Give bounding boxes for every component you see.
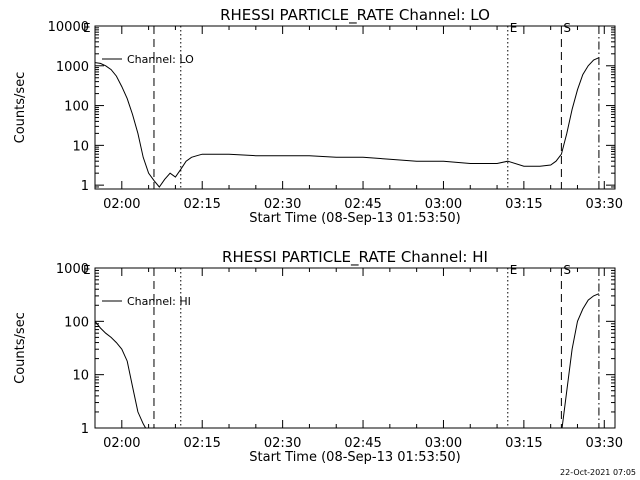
footer-timestamp: 22-Oct-2021 07:05: [560, 468, 636, 477]
plot-frame: [94, 267, 616, 429]
series-line: [95, 320, 147, 428]
x-tick-label: 02:45: [344, 436, 381, 451]
corner-marker-label: E: [83, 21, 91, 35]
plot-frame: [94, 25, 616, 190]
x-tick-label: 02:45: [344, 197, 381, 212]
x-tick-label: 03:30: [586, 197, 623, 212]
x-tick-label: 02:30: [264, 197, 301, 212]
y-tick-label: 1: [81, 179, 89, 194]
y-axis-label: Counts/sec: [13, 72, 28, 144]
legend-entry: Channel: LO: [127, 53, 194, 66]
y-tick-label: 10: [72, 369, 89, 384]
x-tick-label: 02:00: [103, 436, 140, 451]
y-axis-label: Counts/sec: [13, 312, 28, 384]
time-marker-label: E: [510, 263, 518, 277]
time-marker-label: S: [563, 21, 571, 35]
time-marker-label: S: [563, 263, 571, 277]
legend-entry: Channel: HI: [127, 295, 191, 308]
time-marker-label: E: [510, 21, 518, 35]
y-tick-label: 100: [64, 100, 89, 115]
x-tick-label: 03:00: [425, 436, 462, 451]
y-tick-label: 1: [81, 422, 89, 437]
series-line: [561, 293, 600, 428]
x-tick-label: 03:30: [586, 436, 623, 451]
y-tick-label: 10: [72, 139, 89, 154]
x-axis-label: Start Time (08-Sep-13 01:53:50): [249, 450, 460, 465]
y-tick-label: 1000: [56, 262, 89, 277]
x-tick-label: 02:00: [103, 197, 140, 212]
chart-title: RHESSI PARTICLE_RATE Channel: LO: [220, 6, 490, 25]
x-tick-label: 02:15: [183, 436, 220, 451]
x-axis-label: Start Time (08-Sep-13 01:53:50): [249, 211, 460, 226]
panel-hi-channel: RHESSI PARTICLE_RATE Channel: HI Start Ti…: [13, 248, 623, 465]
y-tick-label: 100: [64, 315, 89, 330]
x-tick-label: 02:15: [183, 197, 220, 212]
x-tick-label: 03:15: [505, 197, 542, 212]
y-tick-label: 1000: [56, 60, 89, 75]
panel-lo-channel: RHESSI PARTICLE_RATE Channel: LO Start Ti…: [13, 6, 623, 226]
chart-title: RHESSI PARTICLE_RATE Channel: HI: [222, 248, 488, 267]
x-tick-label: 03:15: [505, 436, 542, 451]
x-tick-label: 03:00: [425, 197, 462, 212]
y-tick-label: 10000: [48, 20, 89, 35]
series-line: [95, 57, 600, 188]
x-tick-label: 02:30: [264, 436, 301, 451]
corner-marker-label: E: [83, 263, 91, 277]
